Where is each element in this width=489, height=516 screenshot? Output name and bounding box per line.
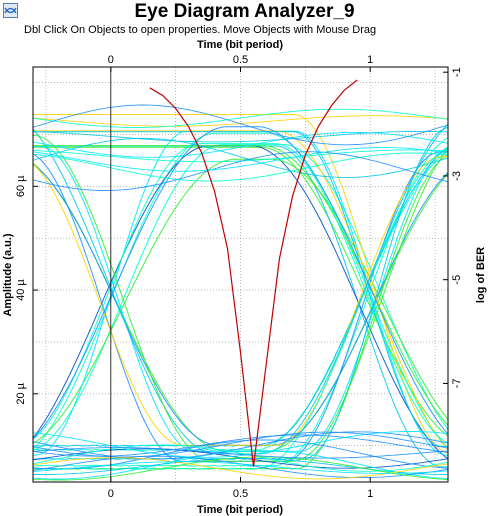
eye-trace <box>33 132 448 450</box>
eye-trace <box>33 104 448 146</box>
eye-trace <box>33 134 448 462</box>
x-axis-label-bottom: Time (bit period) <box>197 504 283 516</box>
eye-trace <box>33 447 448 459</box>
eye-trace <box>33 457 448 480</box>
eye-trace <box>33 147 448 172</box>
eye-trace <box>33 461 448 474</box>
axis-ticks: 0 0 0.5 0.5 1 1 20 µ 40 µ 60 µ -1 -3 -5 -7 <box>15 54 463 500</box>
eye-trace <box>33 108 448 128</box>
eye-trace <box>33 457 448 476</box>
eye-trace <box>33 431 448 458</box>
eye-trace <box>33 131 448 158</box>
y2-axis-label: log of BER <box>475 247 487 303</box>
y2-tick-label: -5 <box>451 275 463 285</box>
eye-trace <box>33 158 448 445</box>
eye-trace <box>33 123 448 455</box>
x-tick-label-bottom: 0 <box>108 488 114 500</box>
x-tick-label-bottom: 0.5 <box>233 488 248 500</box>
x-tick-label-top: 0 <box>108 54 114 66</box>
eye-diagram-app-icon <box>3 3 18 18</box>
instructions-text: Dbl Click On Objects to open properties.… <box>24 24 377 36</box>
x-tick-label-bottom: 1 <box>367 488 373 500</box>
y2-tick-label: -3 <box>451 171 463 181</box>
eye-traces <box>33 104 448 481</box>
eye-trace <box>33 152 448 182</box>
eye-trace <box>33 431 448 458</box>
x-axis-label-top: Time (bit period) <box>197 39 283 51</box>
eye-trace <box>33 126 448 440</box>
eye-trace <box>33 146 448 470</box>
y-tick-label: 20 µ <box>15 382 27 404</box>
eye-trace <box>33 151 448 191</box>
eye-trace <box>33 450 448 480</box>
y2-tick-label: -1 <box>451 67 463 77</box>
y-axis-label: Amplitude (a.u.) <box>2 233 14 316</box>
eye-trace <box>33 137 448 178</box>
eye-trace <box>33 150 448 451</box>
x-tick-label-top: 0.5 <box>233 54 248 66</box>
eye-trace <box>33 439 448 470</box>
y2-tick-label: -7 <box>451 379 463 389</box>
window-title: Eye Diagram Analyzer_9 <box>134 1 355 22</box>
eye-trace <box>33 456 448 481</box>
eye-trace <box>33 130 448 143</box>
ber-curve <box>149 79 358 467</box>
eye-trace <box>33 155 448 446</box>
x-tick-label-top: 1 <box>367 54 373 66</box>
eye-trace <box>33 149 448 163</box>
y-tick-label: 40 µ <box>15 279 27 301</box>
y-tick-label: 60 µ <box>15 175 27 197</box>
eye-trace <box>33 131 448 447</box>
